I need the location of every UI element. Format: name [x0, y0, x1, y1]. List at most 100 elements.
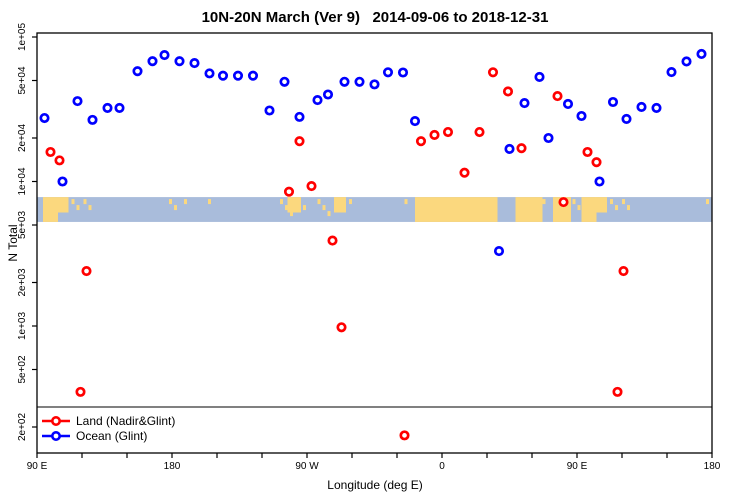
map-band-island: [298, 199, 301, 205]
map-band-island: [174, 205, 177, 211]
data-point-land: [582, 146, 593, 158]
data-point-ocean: [666, 67, 677, 78]
map-band-island: [280, 199, 283, 205]
data-point-land: [618, 266, 629, 277]
map-band-land: [43, 197, 58, 222]
x-axis-tick-label: 180: [164, 461, 181, 472]
x-axis-tick-label: 90 E: [27, 461, 48, 472]
map-band-land: [595, 197, 607, 213]
data-point-land: [487, 67, 499, 78]
legend-symbol-ocean-marker: [50, 430, 61, 441]
data-point-ocean: [409, 116, 421, 127]
y-axis-tick-label: 1e+03: [17, 312, 28, 341]
legend-symbol-land-marker: [50, 415, 61, 426]
y-axis-tick-label: 1e+04: [17, 167, 28, 196]
map-band-land: [415, 197, 498, 222]
map-band-island: [322, 205, 326, 211]
map-band-land: [287, 197, 301, 213]
map-band-island: [615, 205, 618, 211]
data-point-ocean: [174, 56, 185, 67]
map-band-island: [622, 199, 625, 205]
data-point-ocean: [294, 111, 305, 122]
plot-border: [36, 32, 713, 454]
data-point-land: [415, 136, 427, 147]
data-point-land: [558, 197, 569, 208]
y-axis-tick-label: 2e+04: [17, 124, 28, 153]
map-band-land: [334, 197, 346, 213]
data-point-ocean: [534, 71, 545, 83]
y-axis-tick-label: 2e+03: [17, 268, 28, 297]
data-point-land: [81, 266, 92, 277]
data-point-ocean: [543, 132, 554, 144]
data-point-land: [459, 167, 470, 178]
data-point-ocean: [114, 102, 125, 113]
data-point-ocean: [339, 76, 350, 87]
map-band-island: [706, 199, 709, 205]
map-band-island: [290, 211, 293, 217]
map-band-island: [71, 199, 75, 205]
data-point-land: [283, 186, 295, 197]
data-point-ocean: [504, 143, 515, 154]
data-point-ocean: [102, 102, 113, 113]
map-band-island: [572, 199, 576, 205]
data-point-ocean: [369, 79, 380, 90]
data-point-land: [502, 86, 514, 97]
map-band-land: [515, 197, 543, 222]
map-band-island: [627, 205, 630, 211]
data-point-land: [591, 157, 602, 168]
map-band-land: [581, 197, 597, 222]
data-point-land: [75, 386, 86, 397]
data-point-ocean: [354, 76, 365, 87]
data-point-ocean: [493, 246, 505, 257]
data-point-land: [612, 386, 623, 397]
data-point-ocean: [322, 89, 334, 100]
x-axis-tick-label: 90 E: [567, 461, 588, 472]
data-point-ocean: [651, 102, 662, 113]
map-band-island: [542, 199, 546, 205]
data-point-ocean: [312, 95, 323, 106]
data-point-land: [45, 146, 56, 158]
data-point-land: [327, 235, 338, 246]
map-band-island: [83, 199, 87, 205]
map-band-island: [317, 199, 321, 205]
y-axis-tick-label: 5e+02: [17, 355, 28, 384]
data-point-ocean: [264, 105, 275, 116]
data-point-ocean: [607, 96, 619, 108]
data-point-ocean: [594, 176, 605, 187]
data-point-ocean: [621, 113, 632, 124]
data-point-ocean: [147, 56, 158, 67]
y-axis-tick-label: 5e+03: [17, 211, 28, 240]
map-band-island: [610, 199, 613, 205]
data-point-ocean: [232, 70, 244, 81]
data-point-ocean: [87, 114, 98, 125]
x-axis-tick-label: 180: [704, 461, 721, 472]
data-point-ocean: [57, 176, 68, 187]
data-point-ocean: [681, 56, 692, 67]
map-band-island: [577, 205, 581, 211]
data-point-ocean: [39, 112, 50, 124]
data-point-ocean: [382, 67, 394, 78]
data-point-ocean: [636, 101, 647, 113]
chart-title: 10N-20N March (Ver 9) 2014-09-06 to 2018…: [201, 9, 549, 26]
map-band-island: [184, 199, 187, 205]
map-band-island: [285, 205, 288, 211]
data-point-ocean: [189, 58, 200, 69]
map-band-island: [208, 199, 211, 205]
data-point-land: [336, 322, 347, 333]
x-axis-tick-label: 0: [439, 461, 445, 472]
map-band-island: [88, 205, 92, 211]
map-band-island: [169, 199, 172, 205]
legend-label-ocean: Ocean (Glint): [76, 429, 148, 443]
map-band-island: [76, 205, 80, 211]
data-point-ocean: [576, 110, 587, 122]
y-axis-tick-label: 5e+04: [17, 66, 28, 95]
data-point-land: [442, 126, 454, 138]
y-axis-tick-label: 2e+02: [17, 413, 28, 442]
legend-label-land: Land (Nadir&Glint): [76, 414, 176, 428]
data-point-land: [516, 143, 527, 154]
data-point-land: [399, 430, 410, 441]
data-point-ocean: [279, 76, 290, 87]
data-point-ocean: [519, 98, 530, 109]
